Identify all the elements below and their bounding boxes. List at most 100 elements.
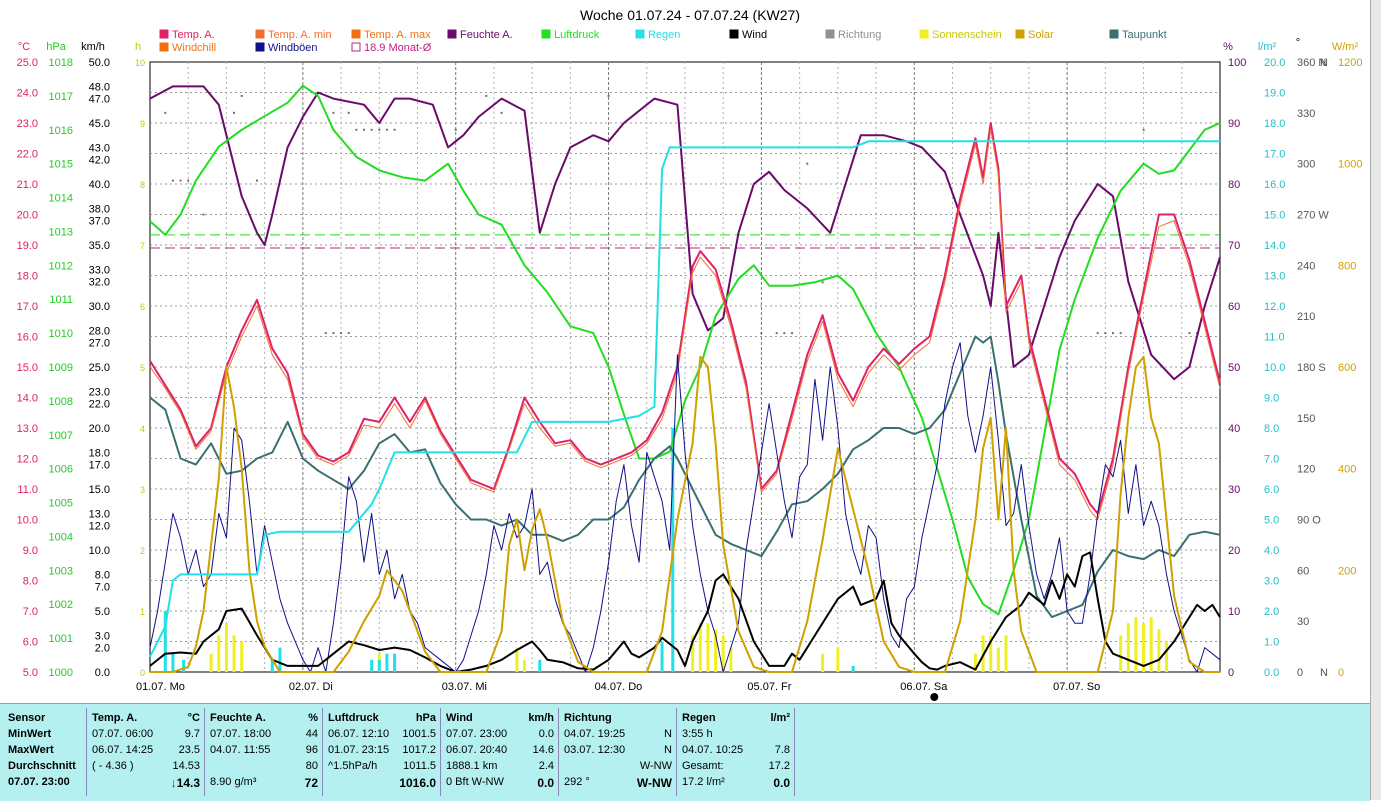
tick-label-direction: 0 (1297, 667, 1303, 679)
temp-trend-arrow: ↓ (170, 776, 177, 790)
rain-bar (851, 665, 855, 672)
tick-label-rain: 3.0 (1264, 576, 1279, 588)
humidity-min-val: 44 (305, 728, 318, 740)
tick-label-pressure: 1004 (49, 531, 73, 543)
legend-swatch (255, 29, 265, 39)
series-line-temp-a-min (149, 128, 1221, 520)
sunshine-bar (821, 653, 825, 672)
direction-dot (775, 332, 778, 335)
x-tick-label: 03.07. Mi (442, 681, 487, 693)
legend-swatch (351, 29, 361, 39)
tick-label-wind: 50.0 (89, 57, 110, 69)
tick-label-rain: 18.0 (1264, 118, 1285, 130)
tick-label-pressure: 1005 (49, 498, 73, 510)
series-line-taupunkt (149, 335, 1221, 619)
tick-label-wind: 35.0 (89, 240, 110, 252)
rain-bar (385, 653, 389, 672)
direction-dot (233, 111, 236, 114)
humidity-abs: 8.90 g/m³ (210, 776, 257, 788)
wind-avg-val: 2.4 (538, 760, 554, 772)
legend-swatch (541, 29, 551, 39)
direction-dot (332, 332, 335, 335)
direction-dot (1142, 128, 1145, 131)
tick-label-pressure: 1018 (49, 57, 73, 69)
direction-dot (485, 94, 488, 97)
direction-min-val: N (664, 728, 672, 740)
maxwert-label: MaxWert (8, 744, 54, 756)
axis-header-sun: h (135, 41, 141, 53)
tick-label-wind: 32.0 (89, 277, 110, 289)
direction-dot (347, 111, 350, 114)
legend-label: Temp. A. (172, 29, 215, 41)
tick-label-humidity: 30 (1228, 484, 1240, 496)
stats-col-direction: Richtung 04.07. 19:25 N 03.07. 12:30 N W-N… (560, 708, 677, 796)
pressure-min-time: 06.07. 12:10 (328, 728, 390, 740)
tick-label-sun: 9 (140, 119, 145, 129)
temp-now-val: 14.3 (176, 776, 200, 790)
tick-label-wind: 7.0 (95, 582, 110, 594)
tick-label-wind: 33.0 (89, 264, 110, 276)
rain-bar (370, 659, 374, 672)
tick-label-direction: 300 (1297, 159, 1315, 171)
x-tick-label: 04.07. Do (595, 681, 643, 693)
tick-label-sun: 8 (140, 180, 145, 190)
axis-header-humidity: % (1223, 41, 1233, 53)
tick-label-temp: 14.0 (17, 393, 38, 405)
wind-unit: km/h (528, 712, 554, 724)
temp-unit: °C (187, 712, 200, 724)
tick-label-wind: 27.0 (89, 338, 110, 350)
stats-col-sensor: Sensor MinWert MaxWert Durchschnitt 07.0… (4, 708, 87, 796)
tick-label-temp: 7.0 (23, 606, 38, 618)
tick-label-wind: 38.0 (89, 203, 110, 215)
vertical-scrollbar[interactable] (1370, 0, 1381, 800)
axis-header-pressure: hPa (46, 41, 66, 53)
pressure-max-time: 01.07. 23:15 (328, 744, 390, 756)
tick-label-solar: 200 (1338, 565, 1356, 577)
tick-label-pressure: 1014 (49, 193, 73, 205)
tick-label-rain: 14.0 (1264, 240, 1285, 252)
sunshine-bar (1134, 617, 1138, 672)
sunshine-bar (691, 635, 695, 672)
axis-header-temp: °C (18, 41, 30, 53)
legend-label: Taupunkt (1122, 29, 1167, 41)
pressure-avg-val: 1011.5 (403, 760, 436, 772)
direction-degrees: 292 ° (564, 776, 590, 788)
tick-label-temp: 23.0 (17, 118, 38, 130)
tick-label-pressure: 1010 (49, 328, 73, 340)
tick-label-direction: 60 (1297, 565, 1309, 577)
tick-label-wind: 17.0 (89, 460, 110, 472)
x-tick-label: 01.07. Mo (136, 681, 185, 693)
sunshine-bar (996, 647, 1000, 672)
tick-label-pressure: 1002 (49, 599, 73, 611)
rain-bar (538, 659, 542, 672)
tick-label-humidity: 40 (1228, 423, 1240, 435)
legend-label: Solar (1028, 29, 1054, 41)
tick-label-sun: 6 (140, 302, 145, 312)
direction-dot (1096, 332, 1099, 335)
tick-label-sun: 4 (140, 424, 145, 434)
tick-label-rain: 16.0 (1264, 179, 1285, 191)
direction-min-time: 04.07. 19:25 (564, 728, 626, 740)
legend-label: Sonnenschein (932, 29, 1002, 41)
axis-header-wind: km/h (81, 41, 105, 53)
humidity-max-time: 04.07. 11:55 (210, 744, 271, 756)
rain-unit: l/m² (770, 712, 790, 724)
wind-max-time: 06.07. 20:40 (446, 744, 508, 756)
tick-label-wind: 48.0 (89, 81, 110, 93)
stats-col-pressure: Luftdruck hPa 06.07. 12:10 1001.5 01.07. 2… (324, 708, 441, 796)
tick-label-temp: 12.0 (17, 454, 38, 466)
direction-dot (791, 332, 793, 335)
tick-label-wind: 3.0 (95, 630, 110, 642)
tick-label-solar: 0 (1338, 667, 1344, 679)
stats-col-humidity: Feuchte A.% 07.07. 18:00 44 04.07. 11:55 9… (206, 708, 323, 796)
tick-label-temp: 16.0 (17, 332, 38, 344)
legend-label: Windböen (268, 42, 318, 54)
durchschnitt-label: Durchschnitt (8, 760, 76, 772)
tick-label-rain: 1.0 (1264, 637, 1279, 649)
tick-label-humidity: 80 (1228, 179, 1240, 191)
wind-header: Wind (446, 712, 473, 724)
rain-bar (393, 653, 397, 672)
tick-label-sun: 5 (140, 363, 145, 373)
direction-dot (454, 128, 457, 131)
pressure-trend: ^1.5hPa/h (328, 760, 378, 772)
